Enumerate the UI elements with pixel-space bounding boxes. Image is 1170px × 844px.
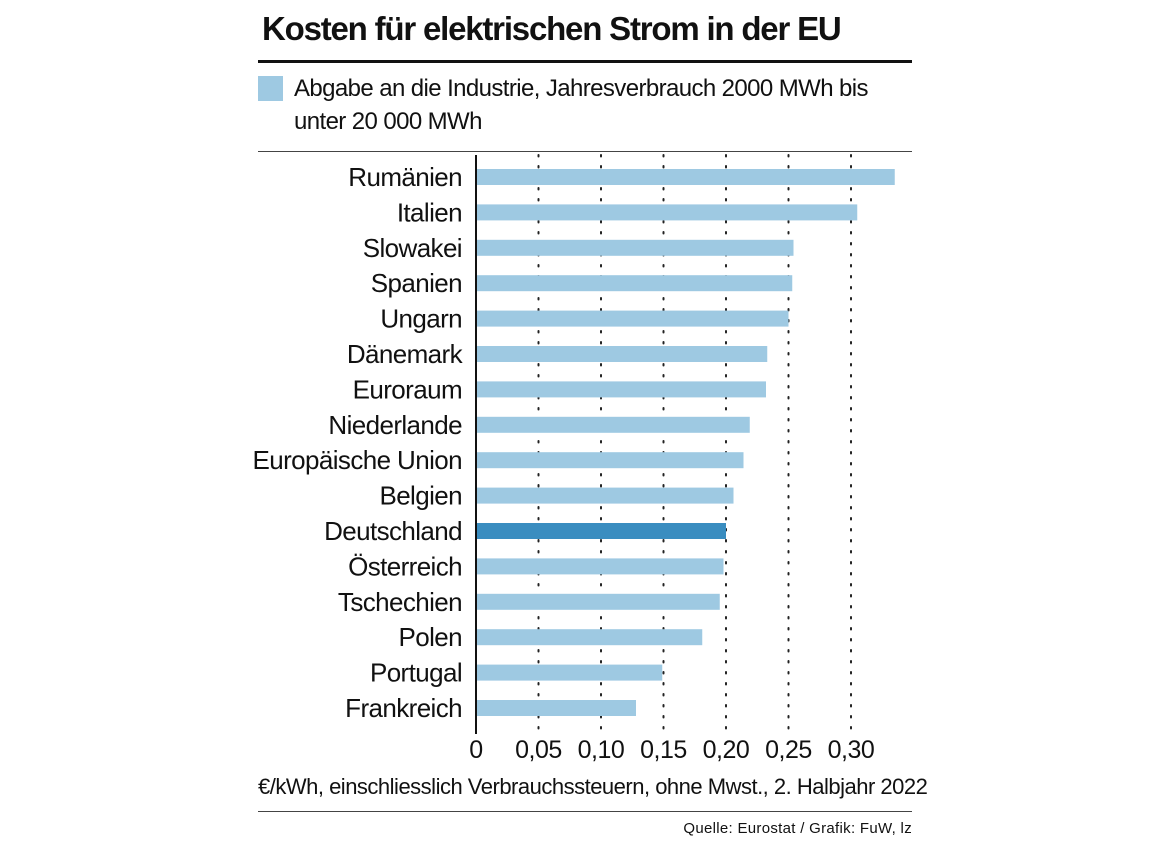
category-label: Portugal — [370, 658, 462, 688]
bar — [476, 310, 789, 327]
bar — [476, 700, 636, 716]
category-label: Europäische Union — [253, 445, 463, 475]
category-label: Ungarn — [380, 304, 462, 334]
bar — [476, 664, 663, 681]
category-label: Italien — [397, 197, 462, 227]
category-label: Niederlande — [328, 410, 462, 440]
chart-top-divider — [258, 151, 912, 152]
bar — [476, 239, 794, 256]
bar — [476, 275, 793, 292]
bar — [476, 416, 750, 433]
bar — [476, 487, 734, 504]
category-label: Österreich — [348, 551, 462, 581]
legend: Abgabe an die Industrie, Jahresverbrauch… — [258, 72, 898, 138]
bar — [476, 523, 726, 539]
category-label: Tschechien — [338, 587, 462, 617]
category-label: Belgien — [379, 481, 462, 511]
bar — [476, 204, 858, 221]
legend-swatch — [258, 76, 283, 101]
chart-title: Kosten für elektrischen Strom in der EU — [262, 10, 842, 47]
axis-unit-note: €/kWh, einschliesslich Verbrauchssteuern… — [258, 774, 928, 799]
x-tick-label: 0,20 — [703, 736, 750, 764]
bar — [476, 629, 703, 646]
title-divider — [258, 60, 912, 63]
bar — [476, 381, 766, 398]
bar — [476, 346, 768, 362]
footer-divider — [258, 811, 912, 812]
bar — [476, 169, 895, 185]
x-tick-label: 0,10 — [578, 736, 625, 764]
category-label: Euroraum — [353, 374, 462, 404]
bar — [476, 558, 724, 575]
x-tick-label: 0,30 — [828, 736, 875, 764]
source-credit: Quelle: Eurostat / Grafik: FuW, lz — [683, 820, 912, 837]
category-label: Frankreich — [345, 693, 462, 723]
bar — [476, 452, 744, 469]
category-label: Deutschland — [324, 516, 462, 546]
x-tick-label: 0,05 — [515, 736, 562, 764]
x-tick-label: 0,25 — [765, 736, 812, 764]
category-label: Polen — [399, 622, 463, 652]
category-label: Spanien — [371, 268, 462, 298]
category-label: Slowakei — [363, 233, 462, 263]
x-tick-label: 0 — [469, 736, 482, 764]
category-label: Dänemark — [347, 339, 464, 369]
legend-label: Abgabe an die Industrie, Jahresverbrauch… — [294, 75, 868, 135]
bar — [476, 593, 720, 610]
x-tick-label: 0,15 — [640, 736, 687, 764]
category-label: Rumänien — [348, 162, 462, 192]
